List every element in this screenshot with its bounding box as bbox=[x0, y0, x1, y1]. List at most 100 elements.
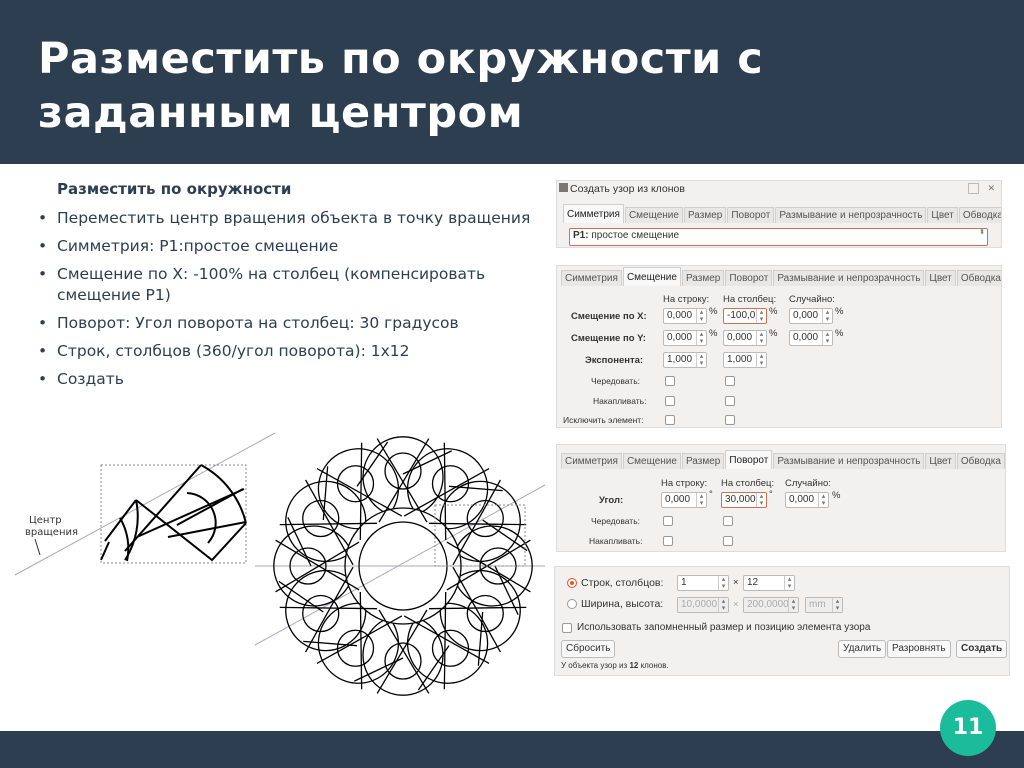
tab-blur[interactable]: Размывание и непрозрачность bbox=[775, 207, 927, 223]
shift-x-label: Смещение по X: bbox=[571, 311, 647, 322]
tab-bar: Симметрия Смещение Размер Поворот Размывание… bbox=[561, 267, 1001, 286]
shift-x-col-input[interactable]: -100,0 ▴ ▾ bbox=[723, 308, 767, 324]
clone-stroke bbox=[305, 479, 354, 566]
exclude-row-checkbox[interactable] bbox=[665, 415, 675, 425]
exponent-label: Экспонента: bbox=[585, 355, 644, 366]
clone-stroke bbox=[303, 640, 358, 647]
cumulate-col-checkbox[interactable] bbox=[725, 396, 735, 406]
alternate-label: Чередовать: bbox=[591, 516, 640, 526]
unit: % bbox=[709, 306, 718, 317]
cumulate-col-checkbox[interactable] bbox=[723, 536, 733, 546]
alternate-row-checkbox[interactable] bbox=[663, 516, 673, 526]
tab-scale[interactable]: Размер bbox=[683, 207, 727, 223]
symmetry-panel: Создать узор из клонов ✕ Симметрия Смещен… bbox=[556, 180, 1002, 248]
clone-stroke bbox=[376, 609, 428, 694]
clone-stroke bbox=[273, 525, 350, 607]
width-height-radio[interactable] bbox=[567, 599, 577, 609]
tab-stroke[interactable]: Обводка bbox=[956, 453, 1005, 469]
angle-col-input[interactable]: 30,000 ▴ ▾ bbox=[721, 492, 767, 508]
clone-stroke bbox=[275, 541, 360, 593]
bullet-list: Переместить центр вращения объекта в точ… bbox=[36, 208, 536, 397]
create-button[interactable]: Создать bbox=[956, 640, 1008, 658]
tab-symmetry[interactable]: Симметрия bbox=[561, 453, 622, 469]
tab-color[interactable]: Цвет bbox=[927, 207, 958, 223]
height-input[interactable]: 200,0000 ▴ ▾ bbox=[743, 597, 799, 613]
use-saved-label: Использовать запомненный размер и позици… bbox=[577, 622, 871, 633]
tab-symmetry[interactable]: Симметрия bbox=[563, 204, 624, 223]
tab-bar: Симметрия Смещение Размер Поворот Размывание… bbox=[563, 204, 1001, 223]
unclump-button[interactable]: Разровнять bbox=[887, 640, 951, 658]
alternate-label: Чередовать: bbox=[591, 376, 640, 386]
tab-rotation[interactable]: Поворот bbox=[725, 270, 773, 286]
clone-illustration: Центр вращения bbox=[15, 432, 546, 696]
slide-footer bbox=[0, 731, 1024, 768]
per-row-header: На строку: bbox=[661, 478, 708, 489]
rows-cols-radio[interactable] bbox=[567, 578, 577, 588]
clone-stroke bbox=[446, 541, 531, 593]
cols-input[interactable]: 12 ▴ ▾ bbox=[743, 575, 795, 591]
exponent-row-input[interactable]: 1,000 ▴ ▾ bbox=[663, 352, 707, 368]
clone-stroke bbox=[452, 479, 501, 566]
shift-y-row-input[interactable]: 0,000 ▴ ▾ bbox=[663, 330, 707, 346]
tab-blur[interactable]: Размывание и непрозрачность bbox=[773, 270, 925, 286]
alternate-row-checkbox[interactable] bbox=[665, 376, 675, 386]
exponent-col-input[interactable]: 1,000 ▴ ▾ bbox=[723, 352, 767, 368]
tab-symmetry[interactable]: Симметрия bbox=[561, 270, 622, 286]
slide-title: Разместить по окружности с заданным центр… bbox=[38, 32, 763, 140]
remove-button[interactable]: Удалить bbox=[838, 640, 887, 658]
tab-shift[interactable]: Смещение bbox=[622, 453, 681, 469]
grid-panel: Строк, столбцов: 1 ▴ ▾ × 12 ▴ ▾ Ширина, высо… bbox=[554, 566, 1010, 676]
clone-stroke bbox=[439, 480, 521, 563]
clone-stroke bbox=[403, 615, 490, 664]
alternate-col-checkbox[interactable] bbox=[725, 376, 735, 386]
shift-y-col-input[interactable]: 0,000 ▴ ▾ bbox=[723, 330, 767, 346]
symmetry-select[interactable]: P1: простое смещение ⬍ bbox=[569, 228, 988, 246]
tab-scale[interactable]: Размер bbox=[681, 270, 725, 286]
title-line: Разместить по окружности с bbox=[38, 34, 764, 84]
angle-label: Угол: bbox=[599, 495, 624, 506]
rows-input[interactable]: 1 ▴ ▾ bbox=[677, 575, 729, 591]
cumulate-row-checkbox[interactable] bbox=[663, 536, 673, 546]
tab-rotation[interactable]: Поворот bbox=[727, 207, 775, 223]
unit-select[interactable]: mm ▴ ▾ bbox=[805, 597, 843, 613]
tab-shift[interactable]: Смещение bbox=[624, 207, 683, 223]
reset-button[interactable]: Сбросить bbox=[561, 640, 616, 658]
clone-stroke bbox=[384, 642, 422, 680]
close-icon[interactable]: ✕ bbox=[987, 183, 995, 193]
minimize-icon[interactable] bbox=[968, 183, 979, 194]
clone-stroke bbox=[448, 485, 503, 492]
clone-stroke bbox=[336, 629, 375, 667]
unit: % bbox=[835, 328, 844, 339]
unit: ° bbox=[709, 489, 713, 500]
unit: % bbox=[769, 328, 778, 339]
per-row-header: На строку: bbox=[663, 294, 710, 305]
clone-stroke bbox=[417, 645, 450, 691]
clone-stroke bbox=[278, 580, 324, 613]
clone-stroke bbox=[359, 442, 363, 540]
tab-shift[interactable]: Смещение bbox=[622, 267, 681, 286]
exclude-col-checkbox[interactable] bbox=[725, 415, 735, 425]
tab-scale[interactable]: Размер bbox=[681, 453, 725, 469]
tab-stroke[interactable]: Обводка bbox=[956, 270, 1001, 286]
tab-stroke[interactable]: Обводка bbox=[958, 207, 1001, 223]
shift-x-rand-input[interactable]: 0,000 ▴ ▾ bbox=[789, 308, 833, 324]
shift-y-rand-input[interactable]: 0,000 ▴ ▾ bbox=[789, 330, 833, 346]
clone-stroke bbox=[305, 566, 354, 653]
clone-stroke bbox=[362, 436, 444, 513]
tab-color[interactable]: Цвет bbox=[925, 453, 956, 469]
rotation-center-label: Центр bbox=[29, 515, 62, 526]
shift-x-row-input[interactable]: 0,000 ▴ ▾ bbox=[663, 308, 707, 324]
use-saved-checkbox[interactable] bbox=[562, 623, 572, 633]
arrow-icon bbox=[34, 538, 41, 556]
chevron-updown-icon: ⬍ bbox=[977, 229, 987, 243]
tab-blur[interactable]: Размывание и непрозрачность bbox=[773, 453, 925, 469]
angle-row-input[interactable]: 0,000 ▴ ▾ bbox=[661, 492, 707, 508]
width-input[interactable]: 10,0000 ▴ ▾ bbox=[677, 597, 729, 613]
alternate-col-checkbox[interactable] bbox=[723, 516, 733, 526]
clone-stroke bbox=[287, 517, 312, 567]
clone-stroke bbox=[356, 441, 389, 487]
tab-color[interactable]: Цвет bbox=[925, 270, 956, 286]
cumulate-row-checkbox[interactable] bbox=[665, 396, 675, 406]
angle-rand-input[interactable]: 0,000 ▴ ▾ bbox=[785, 492, 829, 508]
tab-rotation[interactable]: Поворот bbox=[725, 450, 773, 469]
